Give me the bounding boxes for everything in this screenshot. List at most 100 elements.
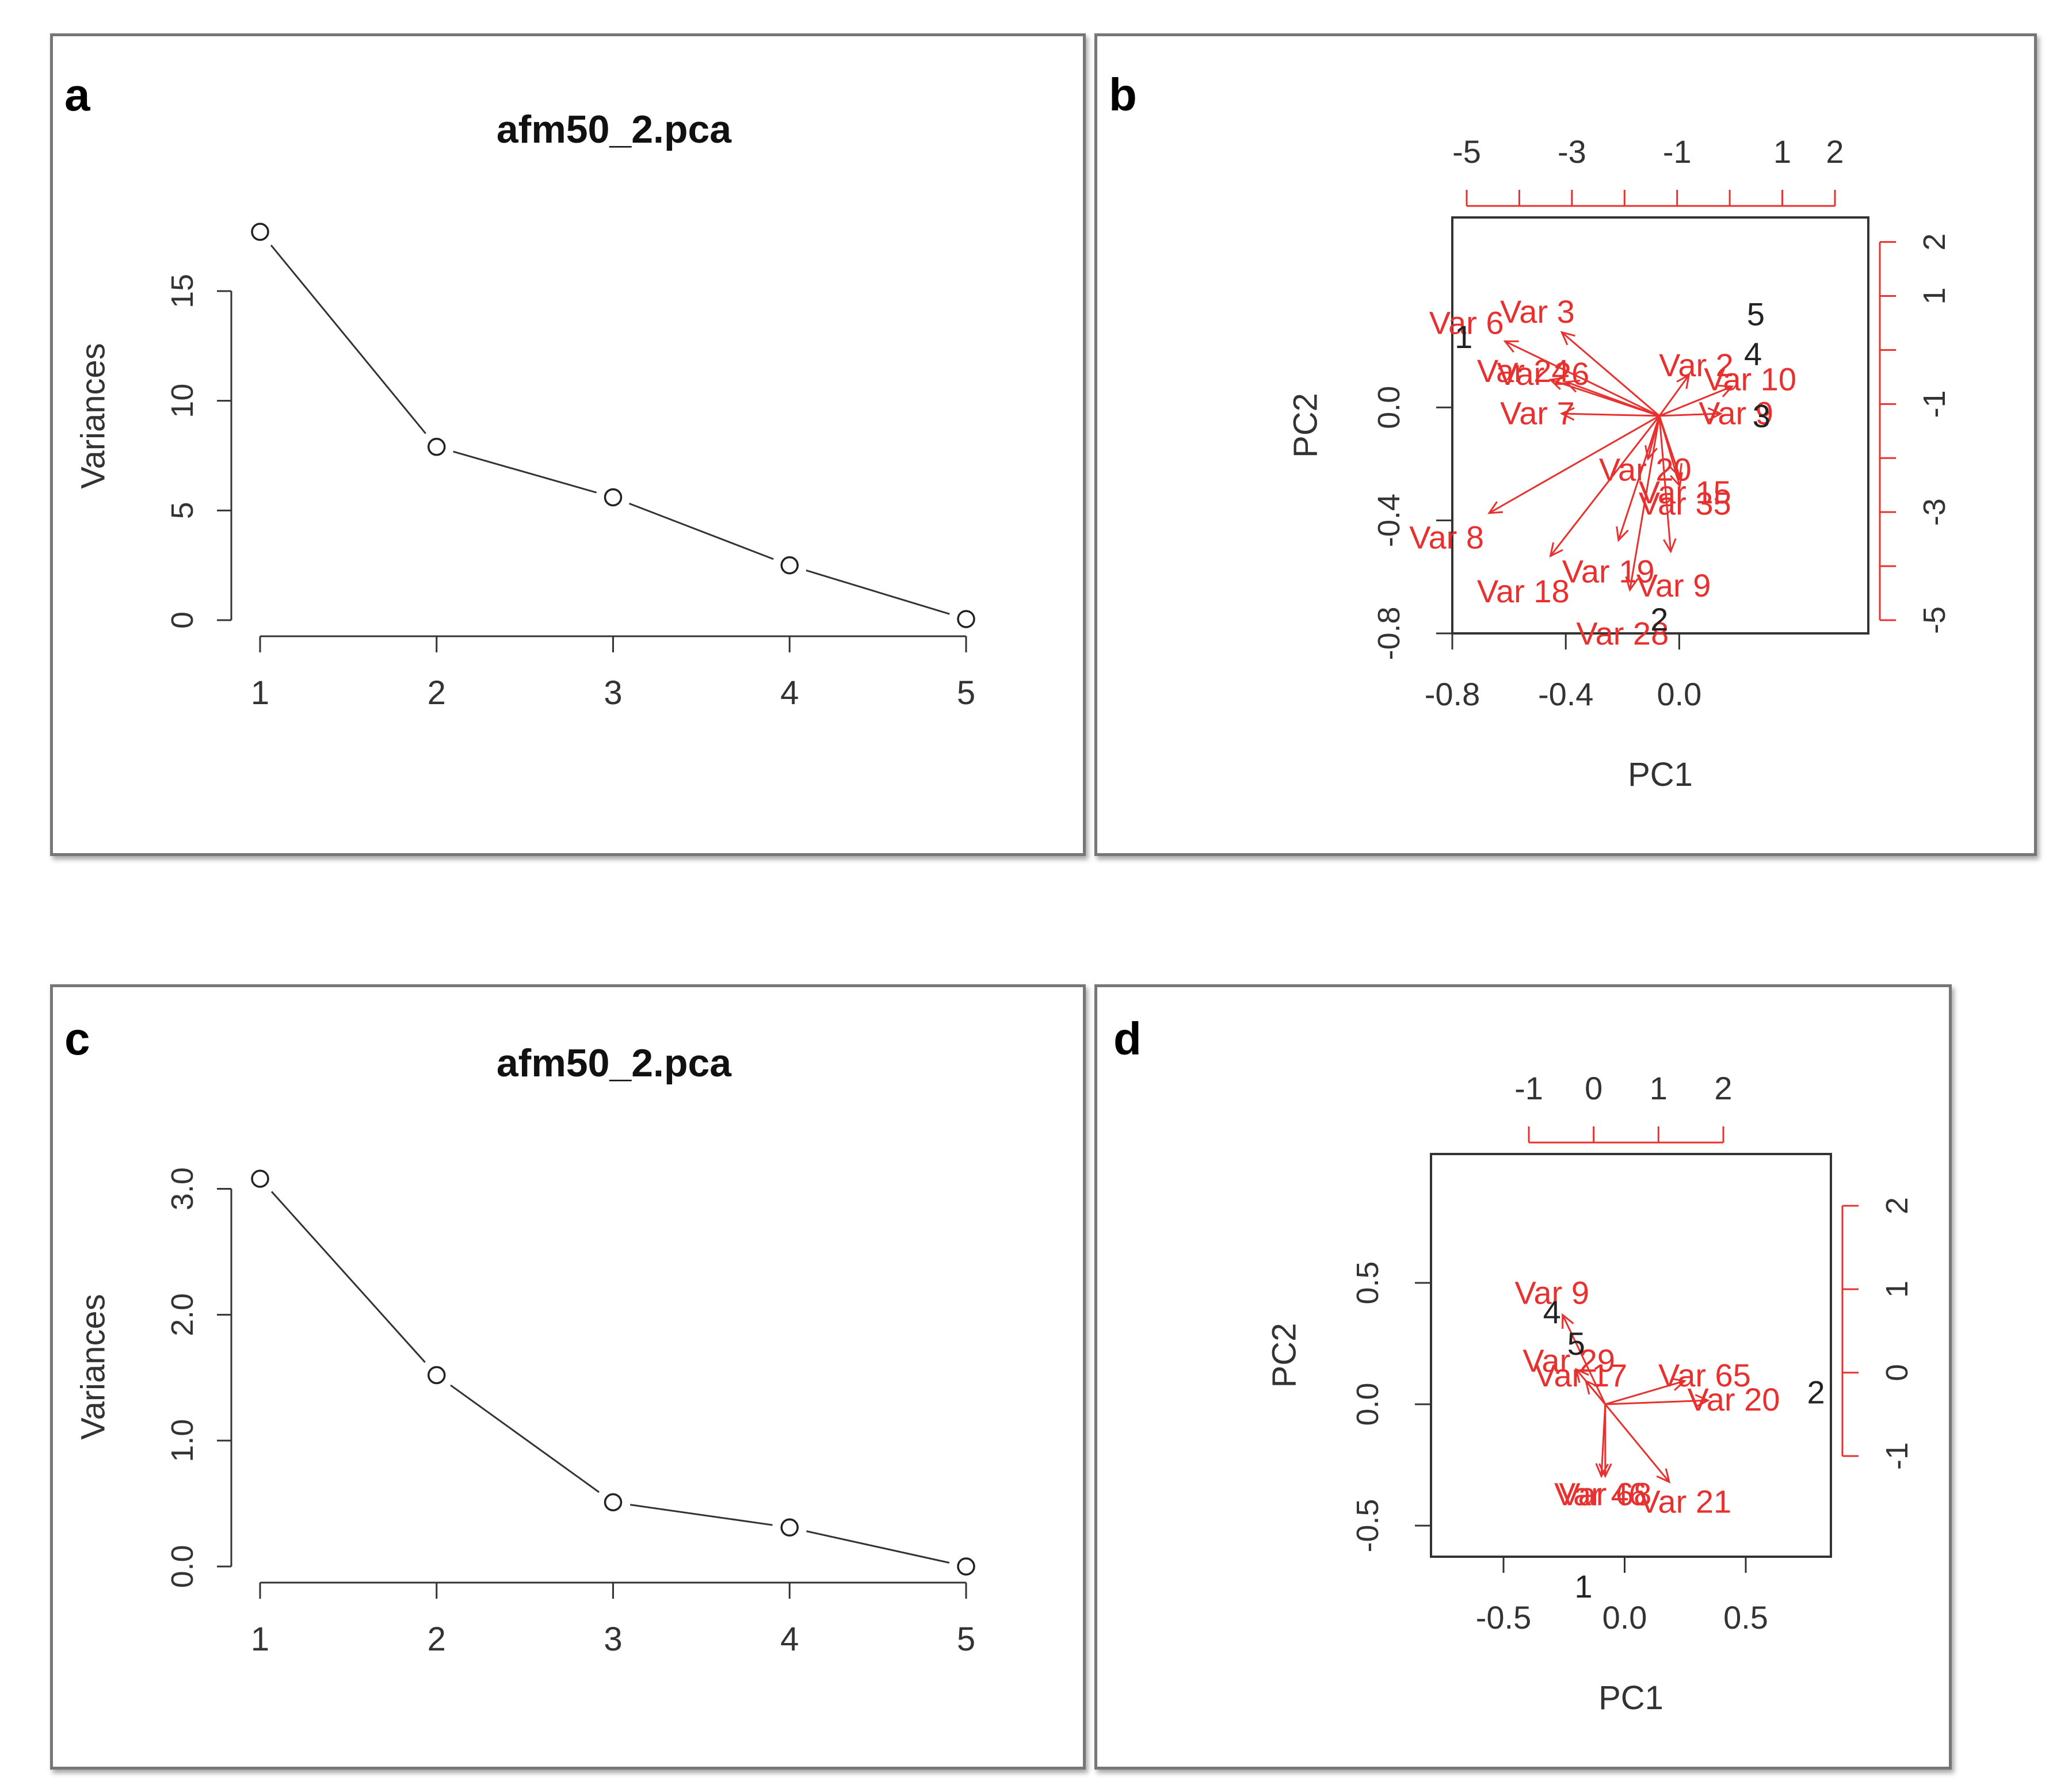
variable-label: Var 29 xyxy=(1522,1343,1615,1379)
series-line-segment xyxy=(450,1384,600,1493)
arrow-head xyxy=(1562,1313,1574,1329)
y-axis-label: PC2 xyxy=(1266,1323,1303,1388)
arrow-head xyxy=(1663,538,1677,554)
observation-label: 1 xyxy=(1455,319,1472,355)
top-axis-label: 2 xyxy=(1714,1070,1732,1106)
arrow-head xyxy=(1670,1378,1687,1391)
data-point xyxy=(780,556,799,575)
y-tick-label: 1.0 xyxy=(165,1419,200,1462)
series-line-segment xyxy=(453,450,597,494)
y-tick-label: 3.0 xyxy=(165,1167,200,1210)
loading-arrow xyxy=(1562,1315,1607,1405)
variable-label: Var 28 xyxy=(1576,616,1669,652)
biplot-b: -0.8 -0.4 0.0-0.8-0.40.0-5 -3 -1 1 2-5-3-112PC… xyxy=(1287,133,1952,793)
x-tick-label: 3 xyxy=(604,1621,622,1658)
arrow-head xyxy=(1575,1367,1589,1383)
arrow-head xyxy=(1670,472,1683,488)
top-axis-label: -5 xyxy=(1452,133,1481,170)
loading-arrow xyxy=(1659,385,1733,417)
top-axis-label: 1 xyxy=(1773,133,1791,170)
panel-label-d: d xyxy=(1113,1013,1142,1064)
loading-arrow xyxy=(1566,381,1660,417)
chart-title: afm50_2.pca xyxy=(497,1041,732,1085)
chart-title: afm50_2.pca xyxy=(497,108,732,151)
series-line-segment xyxy=(806,1530,950,1564)
x-tick-label: 2 xyxy=(428,1621,446,1658)
arrow-head xyxy=(1625,576,1639,592)
data-point xyxy=(428,437,446,456)
data-point xyxy=(428,1366,446,1385)
arrow-head xyxy=(1503,340,1519,353)
x-tick-label: 3 xyxy=(604,674,622,712)
loading-arrow xyxy=(1550,415,1661,557)
biplot-d: -0.5 0.0 0.5 -0.5 0.0 0.5 -1 0 1 2 -1 0 1 2 PC1 PC2 Var … xyxy=(1266,1070,1915,1717)
loading-arrow xyxy=(1604,1404,1670,1482)
panel-label-b: b xyxy=(1109,69,1137,120)
right-axis-label: 0 xyxy=(1880,1364,1914,1381)
top-axis-label: 2 xyxy=(1826,133,1844,170)
variable-label: Var 17 xyxy=(1535,1357,1627,1393)
x-tick-label: -0.8 xyxy=(1425,676,1480,712)
right-axis-label: 2 xyxy=(1917,234,1952,251)
loading-arrow xyxy=(1659,412,1721,417)
x-tick-label: 1 xyxy=(251,674,269,712)
x-tick-label: 0.0 xyxy=(1602,1599,1647,1636)
top-axis-label: -1 xyxy=(1663,133,1692,170)
top-axis-label: 0 xyxy=(1585,1070,1602,1106)
right-axis-label: 1 xyxy=(1917,287,1952,304)
variable-label: Var 21 xyxy=(1639,1483,1731,1519)
series-line-segment xyxy=(629,1504,773,1526)
observation-label: 3 xyxy=(1753,398,1770,434)
loading-arrow xyxy=(1658,415,1672,552)
right-axis-label: 1 xyxy=(1880,1281,1914,1298)
x-axis-label: PC1 xyxy=(1628,756,1693,793)
y-tick-label: 15 xyxy=(165,274,200,308)
y-tick-label: 5 xyxy=(165,502,200,519)
loading-arrow xyxy=(1617,415,1661,541)
variable-label: Var 2 xyxy=(1659,347,1734,383)
arrow-head xyxy=(1656,1468,1671,1484)
series-line-segment xyxy=(628,502,774,560)
right-axis-label: -3 xyxy=(1917,498,1952,526)
plot-frame xyxy=(1430,1153,1832,1558)
variable-label: Var 10 xyxy=(1704,361,1796,398)
loading-arrow xyxy=(1489,415,1660,514)
series-line-segment xyxy=(270,1191,426,1363)
panel-b: b -0.8 -0.4 0.0 -0.8 -0.4 0.0 -5 -3 -1 1 2 -5 -3 -1 1 2… xyxy=(1094,33,2037,856)
loading-arrow xyxy=(1658,415,1681,477)
arrow-head xyxy=(1676,373,1691,389)
variable-label: Var 7 xyxy=(1500,395,1575,431)
right-axis-label: -5 xyxy=(1917,606,1952,634)
y-tick-label: 0.5 xyxy=(1350,1261,1385,1304)
y-tick-label: 0.0 xyxy=(1372,386,1406,429)
arrow-head xyxy=(1487,501,1504,514)
panel-d: d -0.5 0.0 0.5 -0.5 0.0 0.5 -1 0 1 2 -1 0 1 2 PC1 PC2 Va… xyxy=(1094,984,1952,1770)
observation-label: 2 xyxy=(1650,601,1668,637)
arrow-head xyxy=(1560,331,1575,346)
panel-label-a: a xyxy=(64,69,90,120)
variable-label: Var 20 xyxy=(1688,1381,1780,1417)
observation-label: 2 xyxy=(1807,1374,1825,1410)
y-tick-label: 10 xyxy=(165,384,200,418)
x-tick-label: -0.5 xyxy=(1476,1599,1532,1636)
top-axis-label: 1 xyxy=(1650,1070,1667,1106)
observation-label: 5 xyxy=(1567,1325,1585,1362)
variable-label: Var 35 xyxy=(1639,486,1731,522)
variable-label: Var 8 xyxy=(1409,519,1484,556)
variable-label: Var 24 xyxy=(1477,353,1570,389)
x-tick-label: 1 xyxy=(251,1621,269,1658)
y-tick-label: 0.0 xyxy=(1350,1382,1385,1426)
y-axis-label: Variances xyxy=(75,343,112,489)
arrow-head xyxy=(1549,542,1563,558)
arrow-head xyxy=(1564,380,1581,393)
loading-arrow xyxy=(1505,340,1660,417)
arrow-head xyxy=(1559,407,1575,421)
y-tick-label: -0.5 xyxy=(1350,1499,1385,1552)
y-tick-label: -0.8 xyxy=(1372,606,1406,660)
loading-arrow xyxy=(1605,1399,1708,1405)
arrow-head xyxy=(1695,1394,1710,1408)
variable-label: Var 68 xyxy=(1559,1476,1651,1512)
variable-label: Var 18 xyxy=(1477,573,1570,609)
variable-label: Var 9 xyxy=(1699,395,1773,431)
variable-label: Var 26 xyxy=(1497,356,1589,392)
